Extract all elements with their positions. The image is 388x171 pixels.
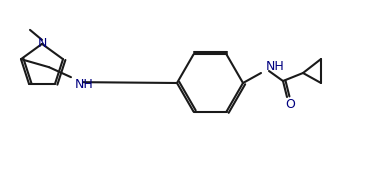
Text: O: O bbox=[285, 98, 295, 111]
Text: N: N bbox=[37, 37, 47, 50]
Text: NH: NH bbox=[75, 78, 94, 91]
Text: NH: NH bbox=[266, 60, 285, 73]
